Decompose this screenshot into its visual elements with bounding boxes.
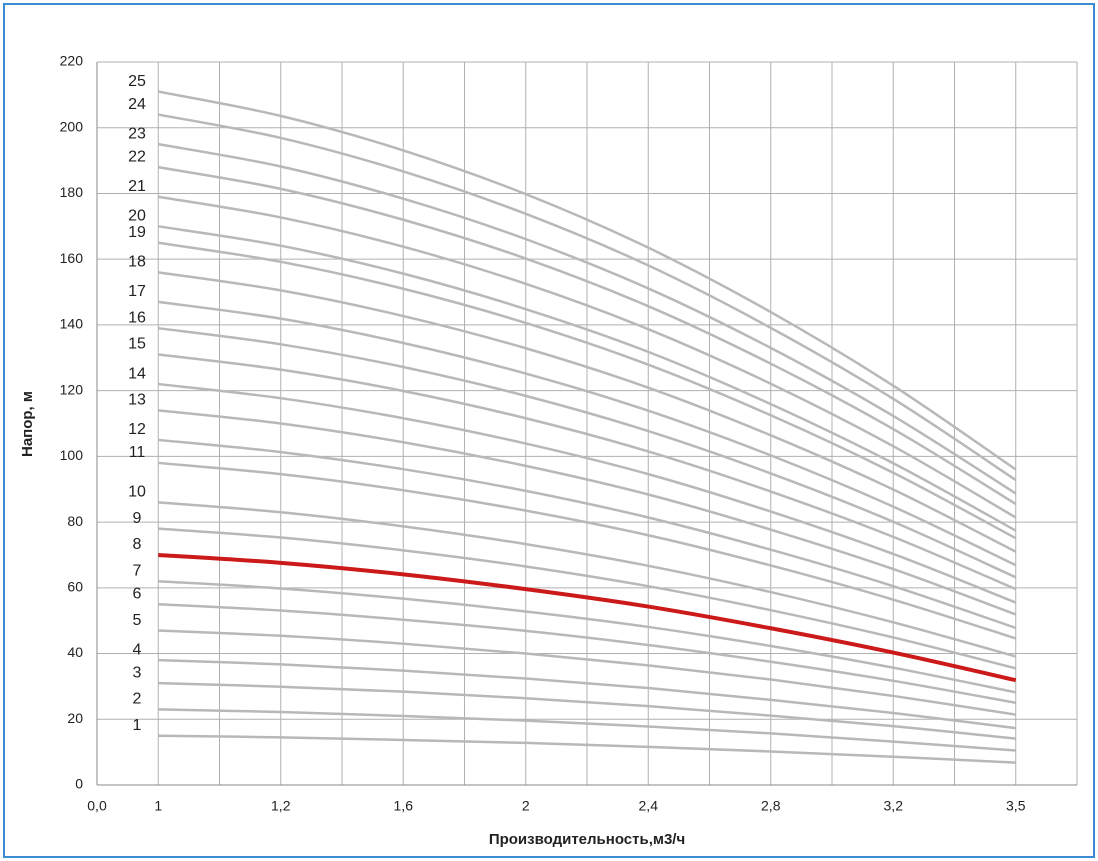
series-line: [158, 552, 1017, 683]
series-line: [158, 142, 1017, 495]
y-tick-label: 100: [60, 447, 84, 463]
x-tick-label: 3,5: [1006, 798, 1026, 814]
series-label: 24: [128, 96, 146, 113]
series-label: 22: [128, 148, 146, 165]
x-tick-label: 1: [154, 798, 162, 814]
y-tick-label: 220: [60, 53, 84, 69]
series-label: 14: [128, 365, 146, 382]
series-line: [158, 438, 1017, 630]
series-label: 3: [133, 664, 142, 681]
y-tick-label: 20: [67, 710, 83, 726]
series-label: 12: [128, 421, 146, 438]
x-tick-label: 1,6: [394, 798, 414, 814]
series-line: [158, 681, 1016, 740]
series-label: 13: [128, 392, 146, 409]
y-tick-label: 180: [60, 184, 84, 200]
y-tick-label: 0: [75, 776, 83, 792]
x-tick-label: 1,2: [271, 798, 291, 814]
series-line: [158, 579, 1016, 694]
series-line: [158, 195, 1017, 519]
series-line: [158, 241, 1017, 540]
series-label: 25: [128, 73, 146, 90]
series-label: 5: [133, 612, 142, 629]
series-line: [158, 409, 1017, 616]
series-label: 20: [128, 208, 146, 225]
y-tick-label: 120: [60, 381, 84, 397]
series-label: 16: [128, 309, 146, 326]
y-axis-title: Напор, м: [19, 391, 36, 457]
series-label: 23: [128, 125, 146, 142]
series-line: [158, 113, 1017, 482]
series-line: [158, 271, 1017, 553]
series-line: [158, 708, 1016, 752]
y-tick-label: 200: [60, 118, 84, 134]
series-label: 4: [133, 641, 142, 658]
series-line: [158, 734, 1016, 764]
series-line: [158, 90, 1017, 471]
series-label: 15: [128, 336, 146, 353]
y-tick-label: 160: [60, 250, 84, 266]
series-line: [158, 300, 1017, 567]
series-label: 19: [128, 224, 146, 241]
series-line: [158, 629, 1016, 716]
series-line: [158, 461, 1017, 640]
series-label: 7: [133, 562, 142, 579]
x-tick-label: 3,2: [884, 798, 904, 814]
series-label: 1: [133, 717, 142, 734]
series-line: [158, 658, 1016, 730]
y-tick-label: 80: [67, 513, 83, 529]
series-line: [158, 225, 1017, 532]
series-label: 2: [133, 691, 142, 708]
series-line: [158, 603, 1016, 705]
series-label: 9: [133, 510, 142, 527]
series-label: 21: [128, 178, 146, 195]
series-line: [158, 165, 1017, 506]
x-tick-label: 0,0: [87, 798, 107, 814]
series-line: [158, 326, 1017, 579]
x-tick-label: 2: [522, 798, 530, 814]
y-tick-label: 140: [60, 316, 84, 332]
x-tick-label: 2,8: [761, 798, 781, 814]
series-label: 11: [129, 444, 146, 461]
x-tick-label: 2,4: [639, 798, 659, 814]
series-line: [158, 382, 1017, 604]
series-line: [158, 501, 1017, 658]
series-label: 18: [128, 254, 146, 271]
y-tick-label: 40: [67, 644, 83, 660]
y-tick-label: 60: [67, 579, 83, 595]
series-label: 10: [128, 484, 146, 501]
series-label: 17: [128, 283, 146, 300]
x-axis-title: Производительность,м3/ч: [489, 831, 685, 848]
series-label: 8: [133, 536, 142, 553]
series-line: [158, 353, 1017, 591]
series-label: 6: [133, 585, 142, 602]
series-line: [158, 527, 1017, 670]
